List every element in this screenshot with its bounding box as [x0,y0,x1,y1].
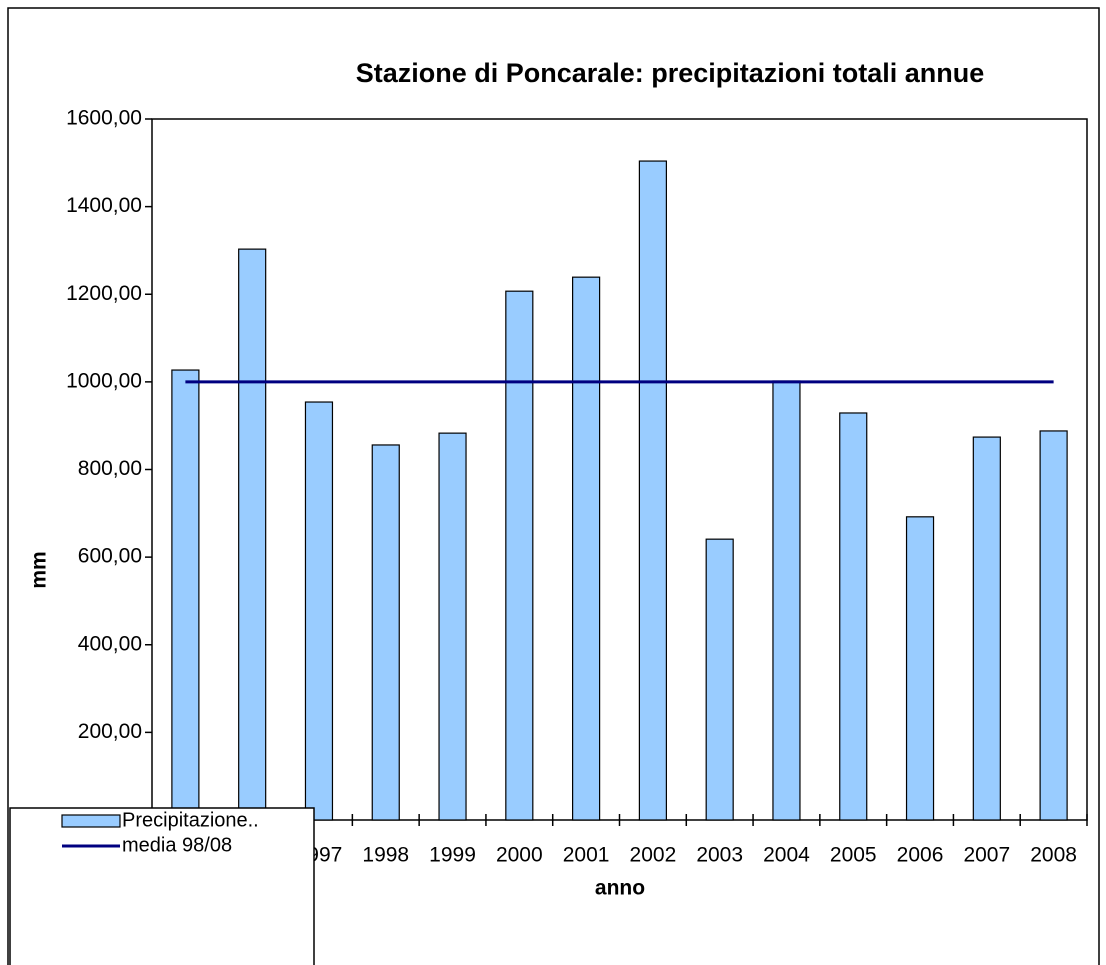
bar [638,160,667,821]
chart-title: Stazione di Poncarale: precipitazioni to… [356,58,985,88]
bar [572,276,601,821]
bar [238,248,267,821]
x-tick-label: 1999 [429,844,476,867]
bar [505,290,534,821]
legend-label: Precipitazione.. [122,809,259,831]
y-tick-label: 200,00 [78,720,142,743]
x-tick-label: 2006 [897,844,944,867]
x-tick-label: 2008 [1030,844,1077,867]
y-tick-label: 800,00 [78,457,142,480]
bar [304,401,334,821]
y-tick-label: 1000,00 [66,369,142,392]
y-tick-label: 600,00 [78,545,142,568]
y-tick-label: 1200,00 [66,282,142,305]
bar [705,538,734,821]
bar [1039,430,1068,821]
x-tick-label: 2001 [563,844,610,867]
x-axis-title: anno [595,877,645,900]
y-axis-title: mm [28,551,51,588]
bar [438,432,467,821]
y-tick-label: 1600,00 [66,107,142,130]
x-tick-label: 2000 [496,844,543,867]
bar [772,380,801,821]
x-tick-label: 2002 [630,844,677,867]
legend-swatch [61,814,121,828]
x-tick-label: 2005 [830,844,877,867]
x-tick-label: 2007 [963,844,1010,867]
x-tick-label: 2003 [696,844,743,867]
legend-box [9,807,315,965]
bar [972,436,1001,821]
legend-label: media 98/08 [122,834,232,856]
bar [839,412,868,821]
y-tick-label: 1400,00 [66,194,142,217]
bar [371,444,400,821]
bar [905,516,935,821]
bar [171,369,200,821]
plot-area [151,118,1088,821]
x-tick-label: 1998 [362,844,409,867]
x-tick-label: 2004 [763,844,810,867]
y-tick-label: 400,00 [78,632,142,655]
